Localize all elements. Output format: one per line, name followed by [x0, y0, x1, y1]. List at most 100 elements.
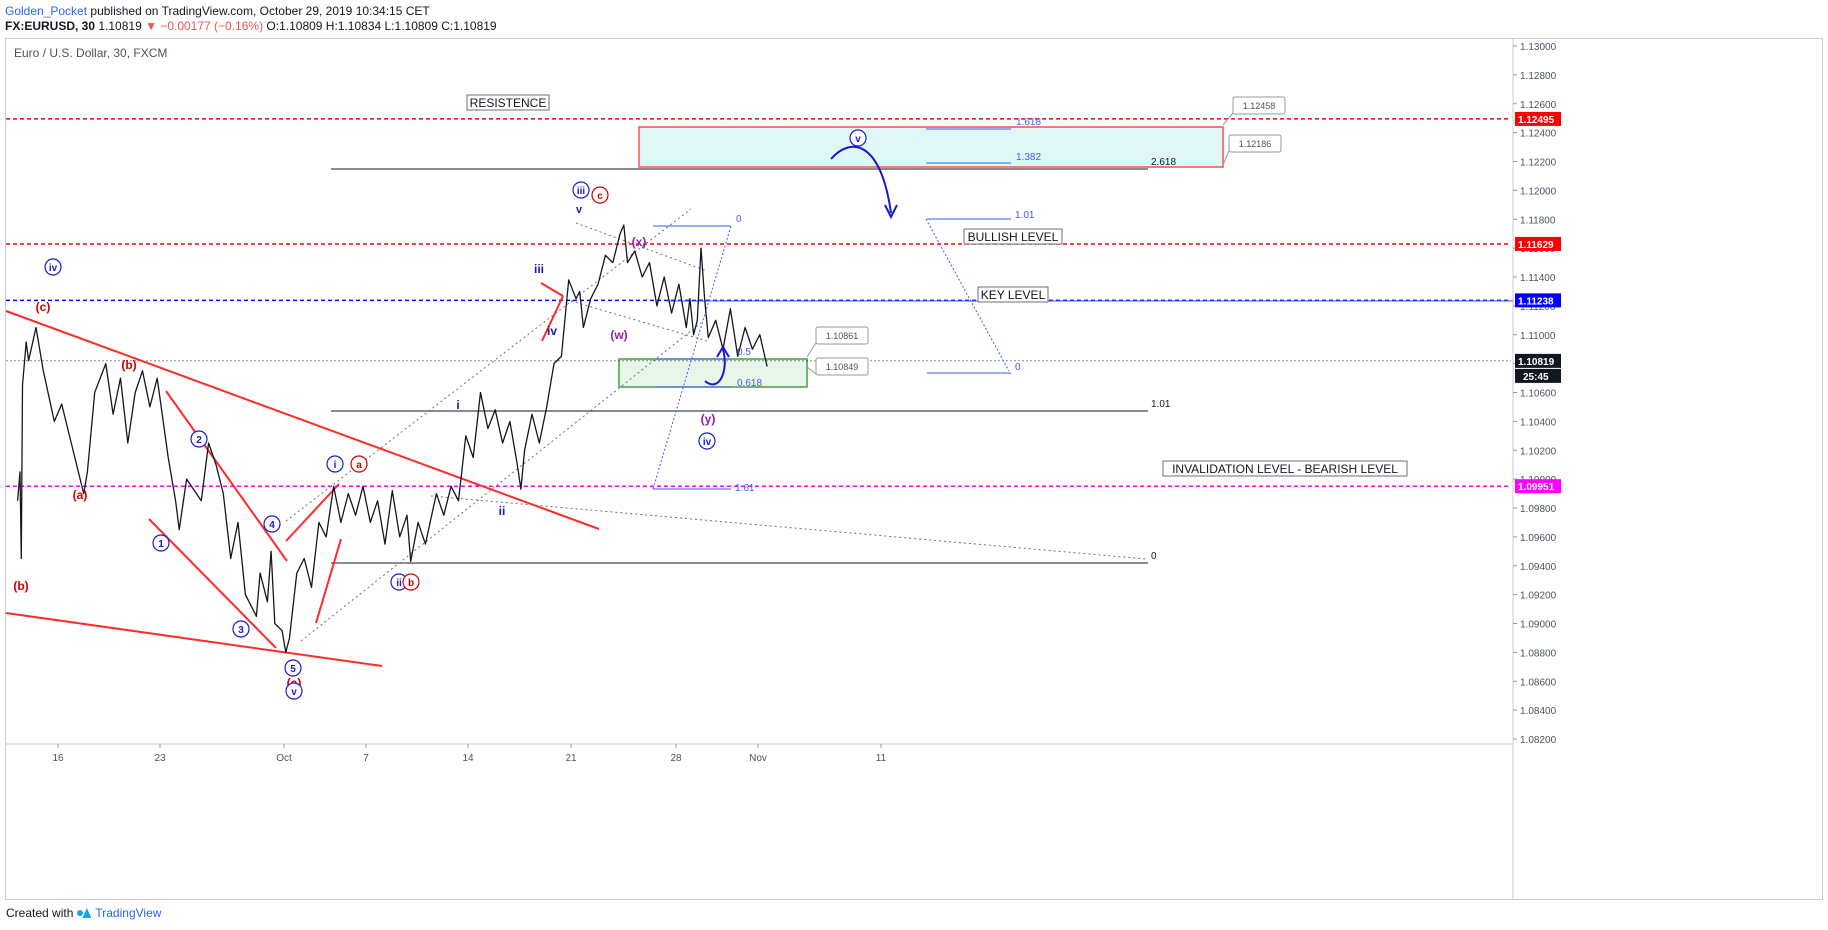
wave-label: v	[291, 687, 297, 698]
footer: Created with TradingView	[6, 906, 161, 920]
wave-label: 4	[269, 520, 275, 531]
x-tick-label: 16	[52, 753, 64, 764]
annotation-box	[1162, 460, 1408, 477]
price-chart[interactable]: Euro / U.S. Dollar, 30, FXCM 1.13000 1.128…	[5, 39, 1822, 901]
y-tick-label: 1.11800	[1520, 215, 1556, 226]
price-callout-box	[1232, 96, 1286, 115]
wave-label-circle	[44, 258, 62, 276]
arrow-head-icon	[716, 345, 730, 358]
price-callout-box	[1228, 134, 1282, 153]
fib-label: 0.618	[737, 378, 762, 389]
chart-header: Golden_Pocket published on TradingView.c…	[5, 4, 497, 34]
wave-label: 3	[238, 625, 244, 636]
price-callout-box	[815, 357, 869, 376]
tradingview-link[interactable]: TradingView	[95, 906, 162, 920]
wave-label: iii	[577, 186, 586, 197]
annotation-text: KEY LEVEL	[981, 288, 1046, 302]
x-tick-label: 14	[462, 753, 474, 764]
wave-label: 1	[158, 539, 164, 550]
fib-label: 1.01	[1015, 210, 1035, 221]
wave-label-circle	[285, 682, 303, 700]
trend-line	[540, 282, 564, 297]
fib-label: 1.61	[735, 483, 755, 494]
support-zone	[618, 358, 808, 388]
wave-label-circle	[698, 432, 716, 450]
y-tick-label: 1.13000	[1520, 42, 1557, 53]
wave-label: v	[855, 134, 861, 145]
fib-label: 1.382	[1016, 152, 1041, 163]
arrow-head-icon	[884, 204, 898, 220]
price-callout-text: 1.10861	[826, 331, 859, 341]
fib-projection-line	[925, 218, 1010, 372]
projection-arrow	[830, 145, 892, 214]
fib-label: 1.01	[1151, 399, 1171, 410]
x-tick-label: 21	[565, 753, 577, 764]
annotation-text: INVALIDATION LEVEL - BEARISH LEVEL	[1172, 462, 1398, 476]
y-tick-label: 1.12400	[1520, 129, 1557, 140]
wave-label: iii	[534, 262, 544, 276]
y-tick-label: 1.12600	[1520, 100, 1557, 111]
x-tick-label: Nov	[749, 753, 767, 764]
price-callout-text: 1.12186	[1239, 139, 1272, 149]
y-tick-label: 1.09400	[1520, 562, 1557, 573]
wave-label: i	[456, 398, 459, 412]
chart-panel[interactable]: Euro / U.S. Dollar, 30, FXCM 1.13000 1.128…	[5, 38, 1823, 901]
wave-label-circle	[350, 455, 368, 473]
price-label-box	[1515, 353, 1561, 368]
fib-label: 2.618	[1151, 157, 1176, 168]
y-tick-label: 1.10200	[1520, 446, 1557, 457]
trend-line	[541, 295, 564, 342]
wave-label-circle	[190, 430, 208, 448]
wave-label: 5	[290, 664, 296, 675]
fib-label: 0.5	[737, 347, 751, 358]
price-label-box	[1515, 479, 1561, 494]
last-price: 1.10819	[98, 19, 142, 33]
symbol-label: FX:EURUSD, 30	[5, 19, 96, 33]
price-change: ▼ −0.00177 (−0.16%)	[145, 19, 264, 33]
annotation-box	[466, 94, 550, 111]
wave-label: 2	[196, 435, 202, 446]
wave-label-circle	[849, 129, 867, 147]
wave-label-circle	[263, 515, 281, 533]
y-tick-label: 1.12000	[1520, 186, 1557, 197]
dotted-channel-line	[300, 322, 702, 642]
x-tick-label: 23	[154, 753, 166, 764]
price-label-text: 1.12495	[1518, 115, 1555, 126]
x-tick-label: 7	[363, 753, 369, 764]
wave-label: (a)	[73, 488, 88, 502]
countdown-text: 25:45	[1523, 372, 1549, 383]
price-label-box	[1515, 293, 1561, 308]
price-callout-box	[815, 326, 869, 345]
wave-label: i	[334, 460, 337, 471]
wave-label: (w)	[610, 328, 627, 342]
price-label-box	[1515, 236, 1561, 251]
projection-arrow	[704, 348, 726, 386]
annotation-text: BULLISH LEVEL	[968, 230, 1059, 244]
wave-label-circle	[591, 186, 609, 204]
y-tick-label: 1.11000	[1520, 331, 1556, 342]
annotation-box	[963, 228, 1063, 245]
author-link[interactable]: Golden_Pocket	[5, 4, 88, 18]
annotation-text: RESISTENCE	[470, 96, 547, 110]
tradingview-logo-icon	[77, 908, 91, 918]
fib-label: 0	[1015, 362, 1021, 373]
wave-label: (b)	[13, 579, 28, 593]
wave-label: (b)	[121, 358, 136, 372]
ohlc-values: O:1.10809 H:1.10834 L:1.10809 C:1.10819	[266, 19, 497, 33]
wave-label-circle	[284, 659, 302, 677]
x-tick-label: Oct	[276, 753, 292, 764]
wave-label-circle	[326, 455, 344, 473]
wave-label: a	[356, 460, 362, 471]
y-tick-label: 1.12800	[1520, 71, 1557, 82]
price-label-text: 1.10819	[1518, 357, 1555, 368]
price-label-box	[1515, 111, 1561, 126]
wave-label: ii	[499, 504, 506, 518]
y-tick-label: 1.11400	[1520, 273, 1556, 284]
dotted-channel-line	[570, 300, 708, 342]
callout-pointer	[1222, 112, 1234, 126]
y-tick-label: 1.08400	[1520, 706, 1557, 717]
wave-label-circle	[232, 620, 250, 638]
trend-line	[5, 310, 600, 530]
dotted-channel-line	[430, 495, 1147, 560]
trend-line	[165, 390, 288, 562]
